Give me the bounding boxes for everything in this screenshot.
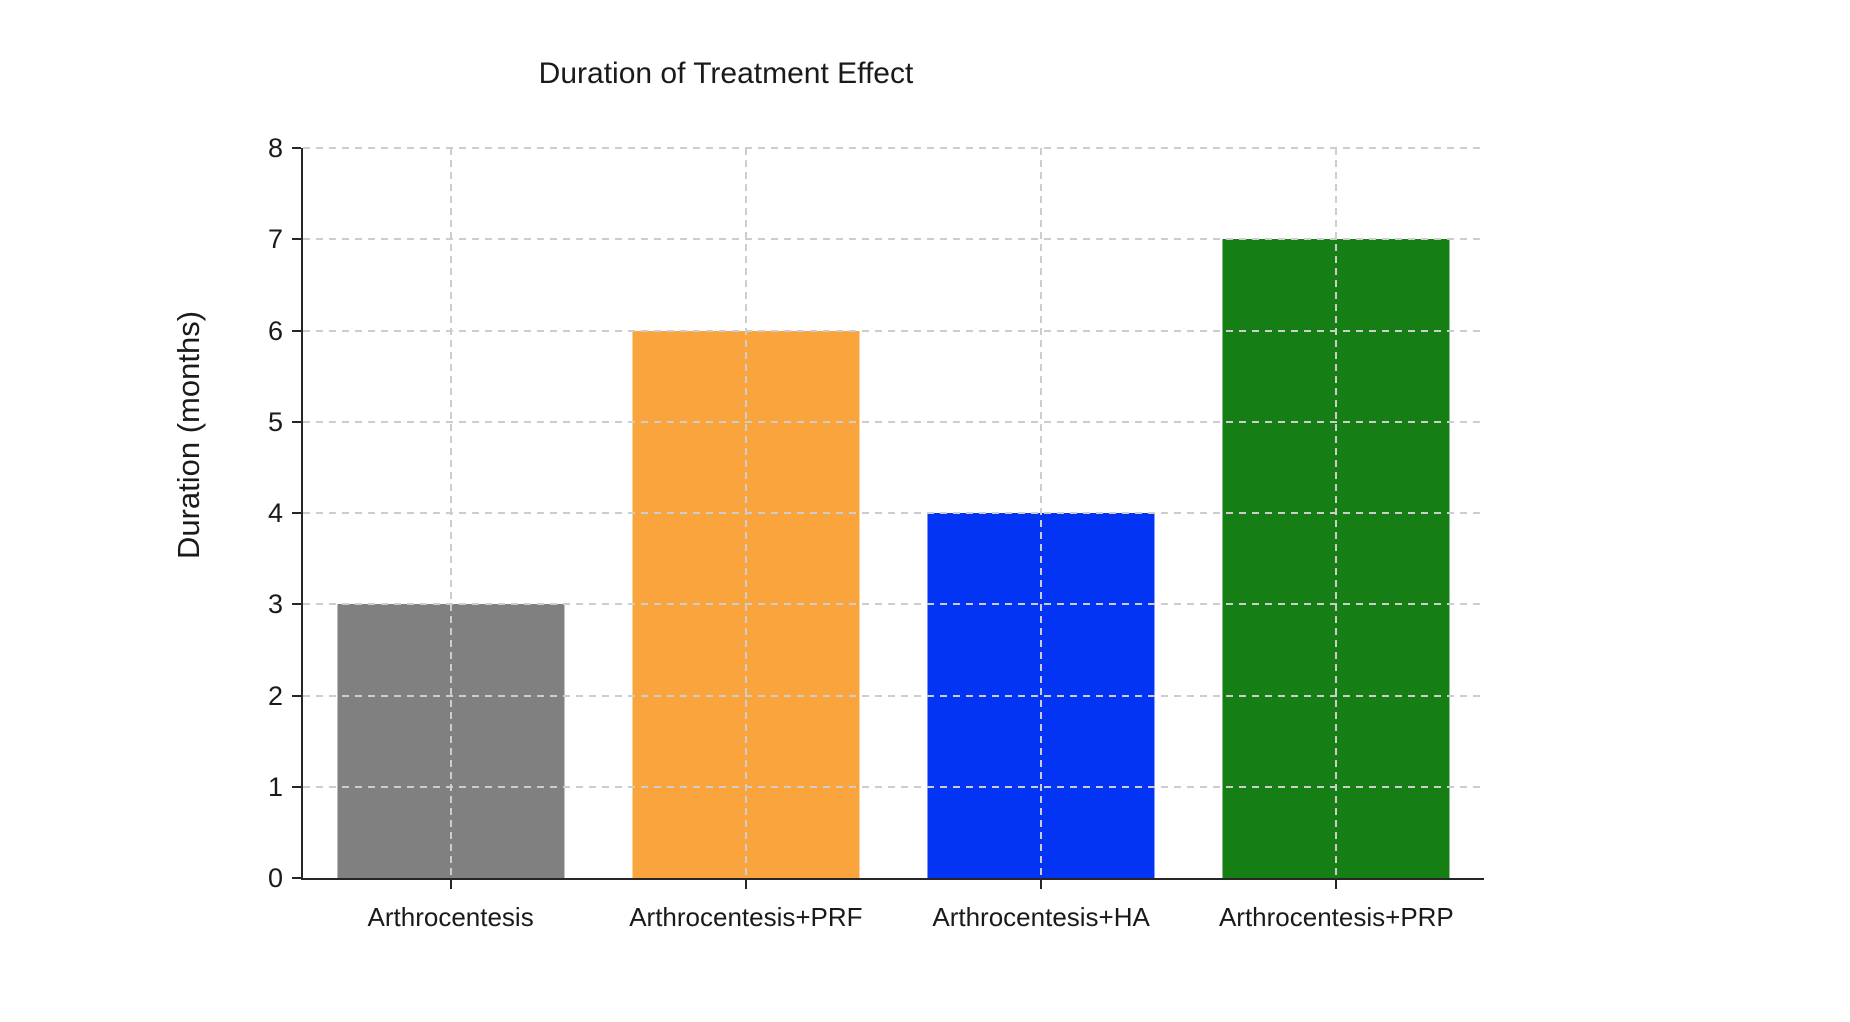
x-tick-label: Arthrocentesis+PRP	[1218, 902, 1454, 932]
x-axis-tick	[449, 880, 452, 889]
y-tick-label: 2	[267, 680, 283, 711]
x-axis-tick	[1040, 880, 1043, 889]
x-axis-tick	[1335, 880, 1338, 889]
y-axis-label: Duration (months)	[171, 310, 206, 560]
y-axis-tick	[292, 147, 301, 149]
y-axis-tick	[292, 420, 301, 423]
y-tick-label: 8	[267, 133, 283, 163]
y-tick-label: 5	[267, 406, 283, 437]
y-axis-tick	[292, 329, 301, 332]
gridline-h	[303, 603, 1484, 606]
y-axis-tick	[292, 694, 301, 697]
y-tick-label: 3	[267, 589, 283, 620]
bar-group: Arthrocentesis+PRP	[1189, 148, 1484, 932]
x-tick-label: Arthrocentesis+PRF	[629, 902, 863, 932]
y-axis-tick	[292, 603, 301, 606]
y-axis-tick	[292, 785, 301, 788]
gridline-v	[1040, 148, 1043, 878]
x-tick-label: Arthrocentesis+HA	[932, 902, 1150, 932]
y-tick-label: 0	[267, 863, 283, 893]
gridline-h	[303, 785, 1484, 788]
gridline-v	[449, 148, 452, 878]
y-axis-tick	[292, 238, 301, 241]
y-tick-label: 7	[267, 224, 283, 255]
gridline-v	[1335, 148, 1338, 878]
gridline-h	[303, 238, 1484, 241]
x-tick-label: Arthrocentesis	[367, 902, 534, 932]
gridline-h	[303, 147, 1484, 149]
chart-title: Duration of Treatment Effect	[538, 57, 914, 90]
gridline-h	[303, 512, 1484, 514]
y-tick-label: 1	[267, 771, 283, 802]
gridline-h	[303, 694, 1484, 697]
gridline-h	[303, 329, 1484, 332]
gridline-v	[744, 148, 747, 878]
y-axis-tick	[292, 512, 301, 514]
x-axis-tick	[744, 880, 747, 889]
plot-area: 0 1 2 3 4 5 6 7 8 Arthrocentesis Arthrocentesis+…	[268, 133, 1484, 932]
gridline-h	[303, 420, 1484, 423]
y-tick-label: 4	[267, 498, 283, 528]
bar-group: Arthrocentesis	[303, 148, 598, 932]
y-axis-tick	[292, 877, 301, 879]
y-tick-label: 6	[267, 315, 283, 346]
